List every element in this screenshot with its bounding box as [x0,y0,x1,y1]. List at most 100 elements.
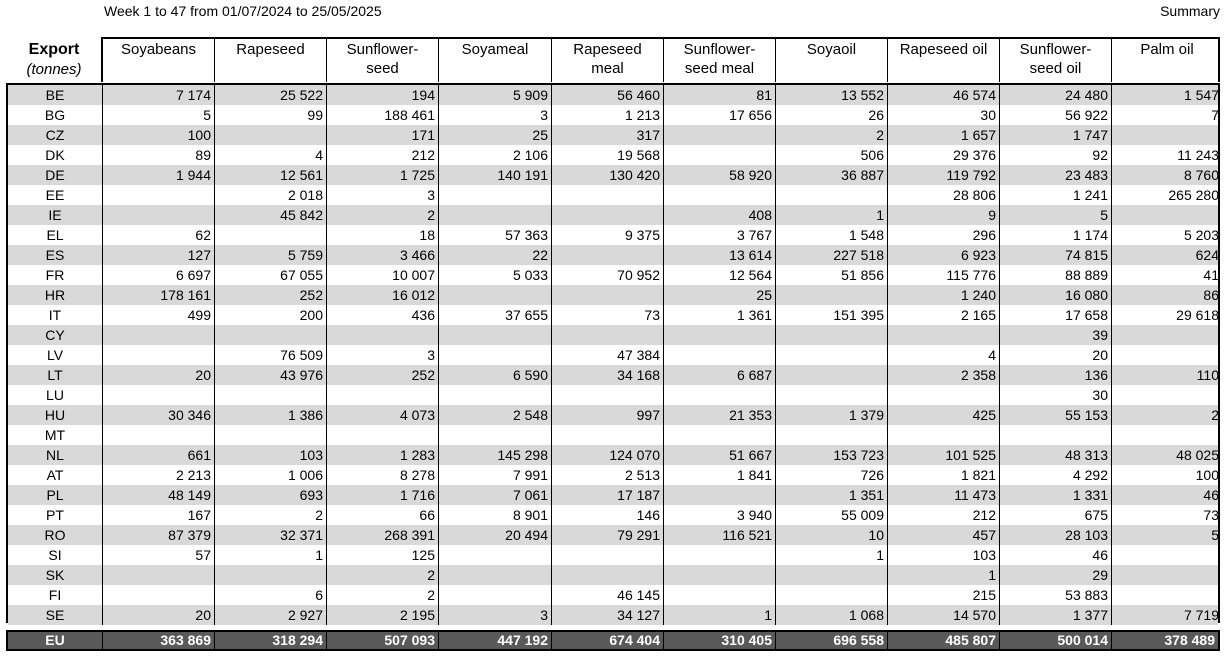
value-cell: 47 384 [552,345,664,365]
value-cell: 1 [888,565,1000,585]
value-cell [103,585,215,605]
value-cell: 51 667 [664,445,776,465]
value-cell: 661 [103,445,215,465]
value-cell: 3 [327,345,439,365]
value-cell: 12 561 [215,165,327,185]
country-code-cell: IE [8,205,103,225]
value-cell: 13 614 [664,245,776,265]
value-cell: 92 [1000,145,1112,165]
country-code-cell: BG [8,105,103,125]
country-code-cell: HU [8,405,103,425]
value-cell [103,565,215,585]
value-cell: 11 243 [1177,147,1219,163]
value-cell: 726 [776,465,888,485]
value-cell: 499 [103,305,215,325]
value-cell: 9 [888,205,1000,225]
value-cell: 30 [888,105,1000,125]
value-cell [1112,545,1222,565]
country-code-cell: FR [8,265,103,285]
value-cell: 81 [664,85,776,105]
value-cell: 2 165 [888,305,1000,325]
value-cell [215,225,327,245]
value-cell: 100 [1195,467,1219,483]
value-cell: 116 521 [664,525,776,545]
column-header: Soyabeans [103,39,215,82]
value-cell [776,425,888,445]
value-cell: 1 547 [1183,87,1219,103]
value-cell: 5 203 [1183,227,1219,243]
value-cell: 48 149 [103,485,215,505]
value-cell: 2 927 [215,605,327,625]
value-cell [664,125,776,145]
table-row: NL 661 103 1 283 145 298 124 070 51 667 153 723… [8,445,1219,465]
value-cell [552,425,664,445]
value-cell: 34 168 [552,365,664,385]
country-code-cell: LT [8,365,103,385]
value-cell: 2 [327,585,439,605]
value-cell: 1 [664,605,776,625]
value-cell: 89 [103,145,215,165]
column-header-line: Sunflower- [1019,41,1092,58]
value-cell [1112,425,1222,445]
value-cell: 100 [103,125,215,145]
value-cell: 7 991 [439,465,552,485]
country-code-cell: IT [8,305,103,325]
table-row: EE 2 018 3 28 806 1 241 265 280 [8,185,1219,205]
value-cell: 5 [103,105,215,125]
table-row: BG 5 99 188 461 3 1 213 17 656 26 30 56 922 7 [8,105,1219,125]
column-header-line: Sunflower- [683,41,756,58]
value-cell: 25 522 [215,85,327,105]
value-cell: 212 [327,145,439,165]
value-cell: 1 351 [776,485,888,505]
value-cell: 4 [888,345,1000,365]
value-cell [888,325,1000,345]
value-cell: 55 153 [1000,405,1112,425]
country-code-cell: DK [8,145,103,165]
total-value-cell: 500 014 [1000,632,1112,649]
value-cell [439,425,552,445]
column-header-line: Rapeseed [236,41,305,58]
table-row: CZ 100 171 25 317 2 1 657 1 747 [8,125,1218,145]
value-cell: 17 656 [664,105,776,125]
value-cell [1112,565,1222,585]
value-cell [664,585,776,605]
column-header: Sunflower-seed meal [664,39,776,82]
value-cell: 115 776 [888,265,1000,285]
value-cell: 194 [327,85,439,105]
value-cell: 1 944 [103,165,215,185]
value-cell: 29 [1000,565,1112,585]
value-cell: 130 420 [552,165,664,185]
table-row: SI 57 1 125 1 103 46 [8,545,1218,565]
value-cell: 19 568 [552,145,664,165]
value-cell: 119 792 [888,165,1000,185]
value-cell: 252 [215,285,327,305]
value-cell: 2 [1211,407,1219,423]
value-cell: 23 483 [1000,165,1112,185]
value-cell: 2 358 [888,365,1000,385]
value-cell: 425 [888,405,1000,425]
value-cell: 2 [776,125,888,145]
export-header: Export (tonnes) [6,40,102,79]
value-cell [1112,325,1222,345]
eu-total-row: EU 363 869 318 294 507 093 447 192 674 404 310… [6,630,1220,651]
value-cell: 7 174 [103,85,215,105]
value-cell [664,145,776,165]
value-cell: 1 283 [327,445,439,465]
value-cell: 10 [776,525,888,545]
value-cell: 5 909 [439,85,552,105]
value-cell: 46 [1000,545,1112,565]
value-cell: 1 747 [1000,125,1112,145]
value-cell [103,205,215,225]
value-cell [1112,345,1222,365]
value-cell: 18 [327,225,439,245]
column-header-line: Rapeseed [573,41,642,58]
value-cell: 1 548 [776,225,888,245]
value-cell [439,205,552,225]
value-cell [664,325,776,345]
value-cell [103,325,215,345]
value-cell: 22 [439,245,552,265]
value-cell: 6 697 [103,265,215,285]
value-cell [552,565,664,585]
country-code-cell: SE [8,605,103,625]
value-cell: 67 055 [215,265,327,285]
